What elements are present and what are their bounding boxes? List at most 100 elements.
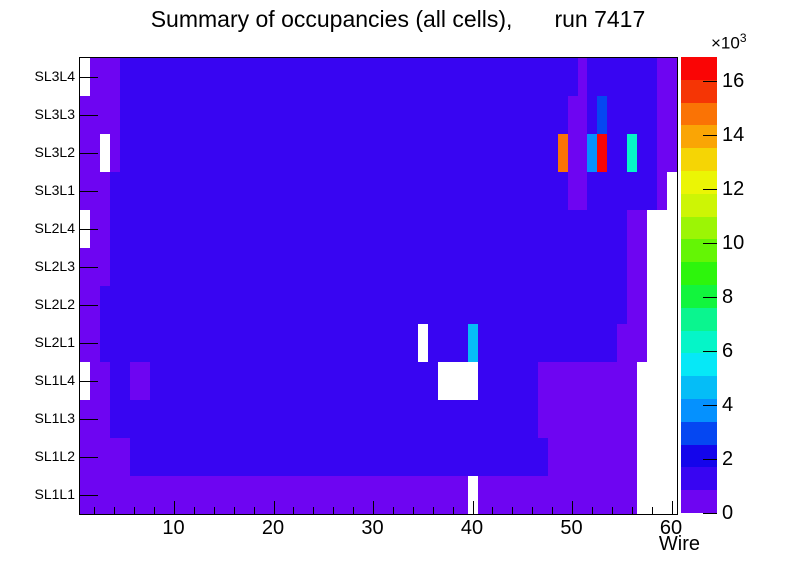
y-axis-label: SL3L4 — [34, 68, 75, 84]
x-axis-minor-tick — [253, 507, 255, 514]
colorbar-band — [681, 79, 717, 103]
colorbar-band — [681, 375, 717, 399]
y-axis-tick — [80, 380, 98, 382]
y-axis-tick — [80, 190, 98, 192]
colorbar-tick — [703, 80, 717, 82]
colorbar-band — [681, 398, 717, 422]
hot-cell — [557, 134, 568, 172]
colorbar-band — [681, 444, 717, 468]
x-axis-minor-tick — [333, 507, 335, 514]
low-occupancy-region — [80, 476, 638, 514]
x-axis-minor-tick — [552, 507, 554, 514]
x-axis-minor-tick — [492, 507, 494, 514]
y-axis-tick — [80, 494, 98, 496]
hot-cell — [468, 324, 478, 362]
colorbar-tick-label: 10 — [722, 232, 745, 255]
hot-cell — [627, 134, 638, 172]
x-axis-tick-label: 60 — [659, 517, 683, 539]
hot-cell — [597, 134, 608, 172]
x-axis-minor-tick — [591, 507, 593, 514]
x-axis-major-tick — [174, 501, 176, 514]
x-axis-minor-tick — [193, 507, 195, 514]
hot-cell — [597, 96, 608, 134]
colorbar-tick — [703, 404, 717, 406]
multiplier-base: ×10 — [711, 33, 740, 53]
x-axis-minor-tick — [94, 507, 96, 514]
x-axis-title: Wire — [658, 533, 700, 555]
x-axis-major-tick — [671, 501, 673, 514]
colorbar-band — [681, 466, 717, 491]
colorbar-tick-label: 14 — [722, 124, 745, 147]
x-axis-minor-tick — [651, 507, 653, 514]
y-axis-label: SL3L1 — [34, 182, 75, 198]
colorbar-tick-label: 6 — [722, 340, 734, 363]
low-occupancy-region — [617, 324, 648, 362]
zero-occupancy-region — [438, 362, 478, 400]
colorbar-band — [681, 261, 717, 285]
x-axis-minor-tick — [432, 507, 434, 514]
zero-occupancy-region — [99, 134, 110, 172]
y-axis-tick — [80, 266, 98, 268]
colorbar-band — [681, 307, 717, 331]
colorbar-tick — [703, 512, 717, 514]
zero-occupancy-region — [468, 476, 478, 514]
low-occupancy-region — [109, 134, 120, 172]
low-occupancy-region — [657, 172, 668, 210]
colorbar-tick-label: 2 — [722, 448, 734, 471]
y-axis-tick — [80, 228, 98, 230]
x-axis-minor-tick — [313, 507, 315, 514]
x-axis-minor-tick — [293, 507, 295, 514]
colorbar-tick — [703, 188, 717, 190]
multiplier-exponent: 3 — [739, 31, 747, 45]
x-axis-minor-tick — [213, 507, 215, 514]
colorbar-tick-label: 16 — [722, 70, 745, 93]
colorbar-band — [681, 238, 717, 263]
zero-occupancy-region — [637, 362, 677, 514]
colorbar-tick-label: 0 — [722, 502, 734, 524]
hot-cell — [587, 134, 598, 172]
x-axis-tick-label: 20 — [261, 517, 285, 539]
x-axis-minor-tick — [392, 507, 394, 514]
y-axis-label: SL3L3 — [34, 106, 75, 122]
colorbar-band — [681, 102, 717, 126]
x-axis-tick-label: 10 — [162, 517, 185, 539]
x-axis-minor-tick — [631, 507, 633, 514]
x-axis-minor-tick — [611, 507, 613, 514]
y-axis-label: SL2L4 — [34, 220, 75, 236]
y-axis-tick — [80, 152, 98, 154]
y-axis-label: SL1L4 — [34, 372, 75, 388]
colorbar-tick — [703, 242, 717, 244]
x-axis-minor-tick — [154, 507, 156, 514]
colorbar-tick — [703, 350, 717, 352]
y-axis-tick — [80, 76, 98, 78]
colorbar — [681, 56, 717, 513]
colorbar-band — [681, 56, 717, 80]
x-axis-minor-tick — [114, 507, 116, 514]
x-axis-major-tick — [273, 501, 275, 514]
run-label: run 7417 — [554, 6, 646, 32]
zero-occupancy-region — [647, 210, 677, 362]
colorbar-band — [681, 489, 717, 513]
x-axis-minor-tick — [134, 507, 136, 514]
y-axis-label: SL1L2 — [34, 448, 75, 464]
x-axis-minor-tick — [452, 507, 454, 514]
y-axis-label: SL2L3 — [34, 258, 75, 274]
colorbar-band — [681, 421, 717, 445]
x-axis-major-tick — [373, 501, 375, 514]
x-axis-tick-label: 40 — [460, 517, 484, 539]
low-occupancy-region — [537, 362, 638, 438]
x-axis-minor-tick — [233, 507, 235, 514]
y-axis-tick — [80, 418, 98, 420]
y-axis-tick — [80, 342, 98, 344]
colorbar-band — [681, 193, 717, 217]
low-occupancy-region — [129, 362, 150, 400]
low-occupancy-region — [577, 58, 588, 96]
colorbar-tick — [703, 458, 717, 460]
colorbar-tick — [703, 296, 717, 298]
y-axis-label: SL2L2 — [34, 296, 75, 312]
colorbar-band — [681, 352, 717, 377]
colorbar-tick-label: 12 — [722, 178, 745, 201]
y-axis-label: SL1L3 — [34, 410, 75, 426]
x-axis-minor-tick — [353, 507, 355, 514]
